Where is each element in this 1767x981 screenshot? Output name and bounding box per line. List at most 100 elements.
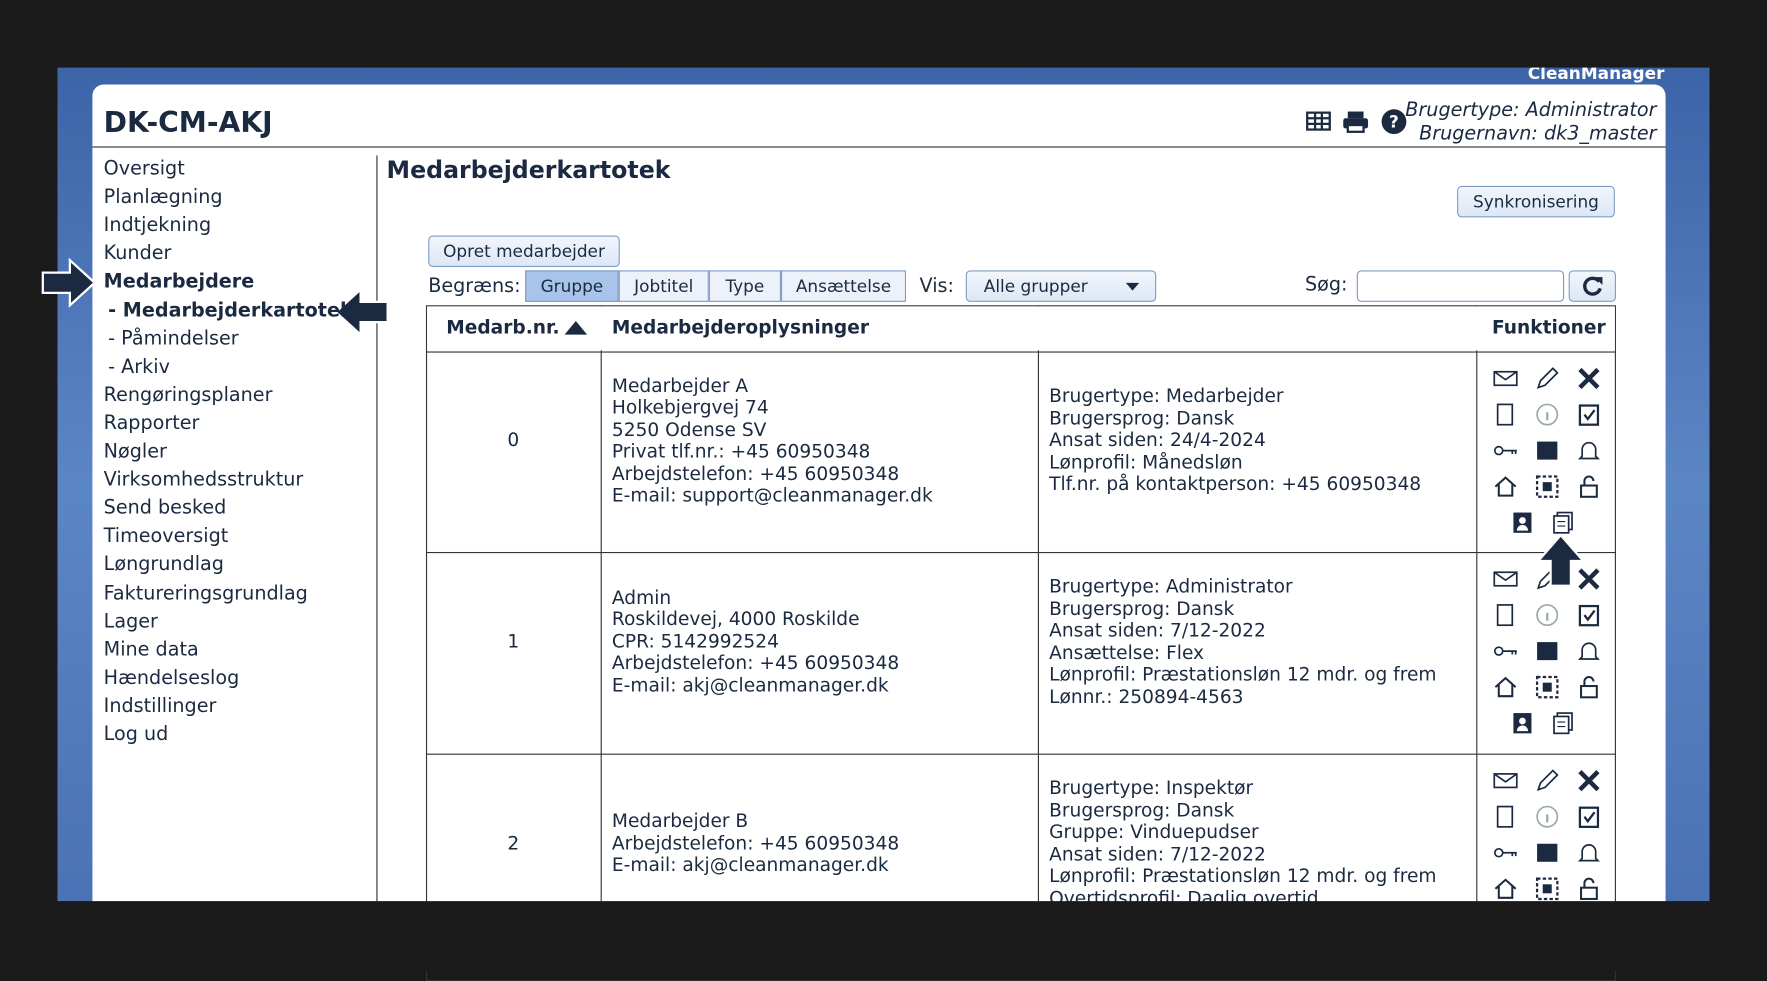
function-icon[interactable] <box>1493 768 1518 791</box>
function-icon[interactable] <box>1493 366 1518 389</box>
nav-item[interactable]: - Arkiv <box>108 355 170 379</box>
toolbar-icons: ? <box>1306 109 1407 135</box>
nav-item[interactable]: Log ud <box>103 723 169 746</box>
employee-number: 2 <box>507 831 520 854</box>
divider <box>92 146 1666 148</box>
icon-glyph <box>1493 571 1518 587</box>
icon-glyph <box>1578 367 1600 390</box>
icon-glyph <box>1578 404 1600 426</box>
search-input[interactable] <box>1356 270 1565 302</box>
function-icon[interactable] <box>1510 711 1533 734</box>
filter-tab[interactable]: Gruppe <box>525 270 619 302</box>
employee-info-line: Arbejdstelefon: +45 60950348 <box>611 832 900 854</box>
nav-item[interactable]: Timeoversigt <box>103 525 229 548</box>
nav-item[interactable]: Kunder <box>103 242 172 266</box>
function-icon[interactable] <box>1577 366 1600 390</box>
user-info: Brugertype: Administrator Brugernavn: dk… <box>1405 99 1656 146</box>
function-icon[interactable] <box>1535 639 1558 662</box>
sync-button[interactable]: Synkronisering <box>1457 185 1615 218</box>
function-icon[interactable] <box>1493 639 1517 662</box>
svg-text:?: ? <box>1389 111 1399 131</box>
employee-info-line: CPR: 5142992524 <box>611 630 779 652</box>
function-icon[interactable] <box>1493 567 1518 590</box>
header-row-bg <box>427 306 1615 351</box>
function-icon[interactable] <box>1535 402 1559 426</box>
function-icon[interactable] <box>1551 711 1574 735</box>
function-icon[interactable] <box>1535 438 1558 461</box>
column-header: Medarbejderoplysninger <box>611 316 870 338</box>
function-icon[interactable] <box>1493 840 1517 863</box>
employee-info-line: Holkebjergvej 74 <box>611 396 769 418</box>
function-icon[interactable] <box>1535 840 1558 863</box>
function-icon[interactable] <box>1577 675 1600 699</box>
function-icon[interactable] <box>1535 366 1559 389</box>
function-icon[interactable] <box>1577 567 1600 590</box>
function-icon[interactable] <box>1577 876 1600 900</box>
function-icon[interactable] <box>1535 804 1559 828</box>
icon-glyph <box>1580 877 1598 900</box>
function-icon[interactable] <box>1493 603 1516 627</box>
function-icon[interactable] <box>1577 639 1600 662</box>
function-icon[interactable] <box>1577 402 1600 426</box>
function-icon[interactable] <box>1577 840 1600 863</box>
employee-detail-line: Lønprofil: Månedsløn <box>1049 451 1243 473</box>
icon-glyph <box>1536 367 1559 389</box>
nav-item[interactable]: Rengøringsplaner <box>103 383 273 407</box>
function-icon[interactable] <box>1551 510 1574 534</box>
icon-glyph <box>1578 806 1600 828</box>
icon-glyph <box>1494 476 1517 497</box>
function-icon[interactable] <box>1493 474 1517 497</box>
function-icon[interactable] <box>1493 438 1517 461</box>
nav-item[interactable]: Nøgler <box>103 440 167 463</box>
function-icon[interactable] <box>1577 603 1600 627</box>
column-header: Medarb.nr. <box>446 316 560 338</box>
function-icon[interactable] <box>1577 474 1600 498</box>
nav-item[interactable]: Oversigt <box>103 157 185 181</box>
nav-item[interactable]: Hændelseslog <box>103 666 240 690</box>
function-icon[interactable] <box>1535 474 1559 498</box>
function-icon[interactable] <box>1577 804 1600 828</box>
table-border <box>425 305 1616 981</box>
nav-item[interactable]: - Medarbejderkartotek <box>108 299 353 322</box>
function-icon[interactable] <box>1493 402 1516 426</box>
nav-item[interactable]: Indtjekning <box>103 214 212 237</box>
function-icon[interactable] <box>1493 675 1517 698</box>
nav-item[interactable]: Faktureringsgrundlag <box>103 581 308 605</box>
employee-detail-line: Brugertype: Administrator <box>1049 575 1293 598</box>
function-icon[interactable] <box>1493 876 1517 899</box>
group-select[interactable]: Alle grupper <box>965 270 1157 302</box>
nav-item[interactable]: Rapporter <box>103 412 200 435</box>
function-icon[interactable] <box>1535 675 1559 699</box>
nav-item[interactable]: Medarbejdere <box>103 270 255 294</box>
nav-item[interactable]: Send besked <box>103 496 227 520</box>
function-icon[interactable] <box>1577 438 1600 461</box>
nav-item[interactable]: Mine data <box>103 638 199 661</box>
nav-item[interactable]: Lager <box>103 610 158 633</box>
function-icon[interactable] <box>1493 804 1516 828</box>
nav-item[interactable]: Virksomhedsstruktur <box>103 468 304 492</box>
function-icon[interactable] <box>1577 768 1600 792</box>
user-name: Brugernavn: dk3_master <box>1419 122 1657 146</box>
function-icon[interactable] <box>1535 768 1559 792</box>
show-label: Vis: <box>919 274 955 298</box>
icon-glyph <box>1493 847 1517 858</box>
column-line <box>1037 305 1040 937</box>
employee-detail-line: Lønprofil: Præstationsløn 12 mdr. og fre… <box>1049 663 1437 685</box>
refresh-button[interactable] <box>1568 270 1616 302</box>
create-button[interactable]: Opret medarbejder <box>428 235 620 267</box>
function-icon[interactable] <box>1535 876 1559 901</box>
function-icon[interactable] <box>1535 603 1559 627</box>
employee-detail-line: Brugersprog: Dansk <box>1049 407 1235 429</box>
nav-item[interactable]: Løngrundlag <box>103 553 224 577</box>
employee-number: 1 <box>507 630 520 652</box>
nav-item[interactable]: Indstillinger <box>103 694 217 718</box>
user-type: Brugertype: Administrator <box>1405 99 1657 122</box>
function-icon[interactable] <box>1510 510 1533 533</box>
filter-tab[interactable]: Jobtitel <box>618 270 709 302</box>
nav-item[interactable]: Planlægning <box>103 185 223 209</box>
filter-tab[interactable]: Ansættelse <box>780 270 907 302</box>
nav-item[interactable]: - Påmindelser <box>108 327 239 350</box>
filter-tab[interactable]: Type <box>708 270 781 302</box>
